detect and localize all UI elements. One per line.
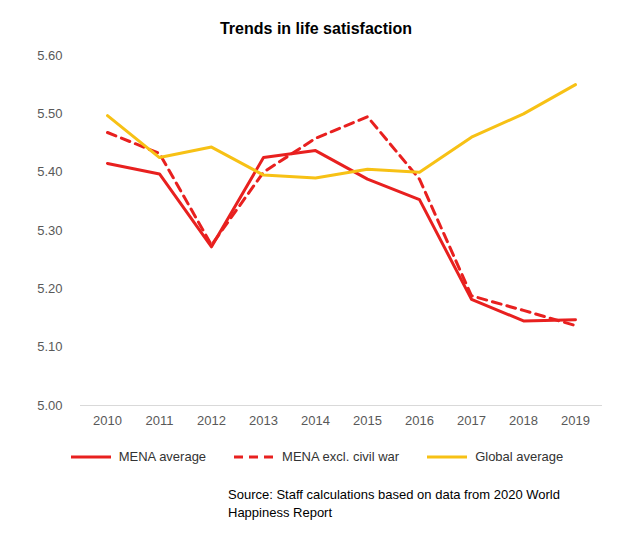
html-text:Trends in life satisfaction: Trends in life satisfaction — [220, 20, 412, 37]
svg-text:5.50: 5.50 — [37, 106, 62, 121]
svg-text:2016: 2016 — [405, 413, 434, 428]
svg-text:5.40: 5.40 — [37, 164, 62, 179]
svg-text:2013: 2013 — [249, 413, 278, 428]
svg-text:5.30: 5.30 — [37, 223, 62, 238]
svg-text:2011: 2011 — [146, 413, 174, 428]
svg-text:2010: 2010 — [93, 413, 122, 428]
svg-text:2017: 2017 — [457, 413, 486, 428]
html-text:Global average: Global average — [475, 449, 564, 464]
svg-text:5.00: 5.00 — [37, 398, 62, 413]
html-text:MENA average: MENA average — [118, 449, 207, 464]
svg-text:5.60: 5.60 — [37, 48, 62, 63]
html-text:MENA excl. civil war: MENA excl. civil war — [282, 449, 400, 464]
html-text:Source: Staff calculations bas: Source: Staff calculations based on data… — [228, 487, 560, 520]
svg-text:2019: 2019 — [561, 413, 590, 428]
svg-text:2018: 2018 — [509, 413, 538, 428]
svg-text:2014: 2014 — [301, 413, 330, 428]
svg-text:2012: 2012 — [197, 413, 226, 428]
svg-text:2015: 2015 — [353, 413, 382, 428]
svg-text:5.20: 5.20 — [37, 281, 62, 296]
svg-text:5.10: 5.10 — [37, 339, 62, 354]
